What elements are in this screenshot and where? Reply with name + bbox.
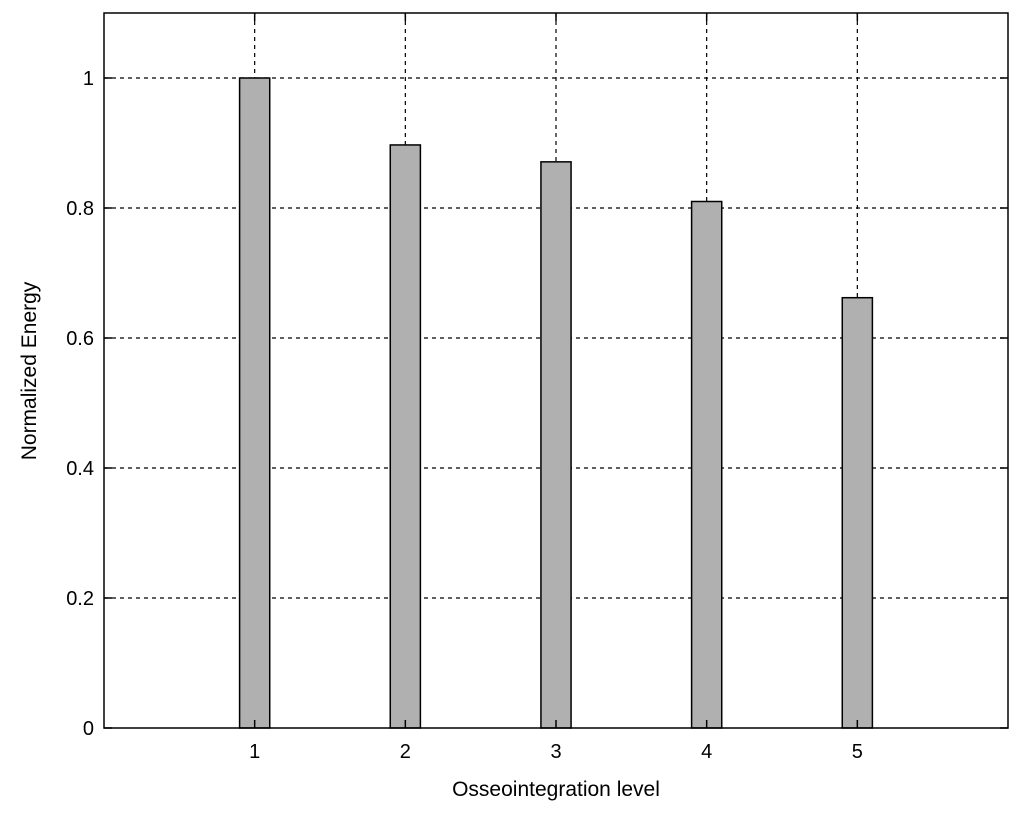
y-tick-label: 1 — [83, 68, 94, 90]
x-tick-label: 1 — [249, 741, 260, 763]
x-axis-label: Osseointegration level — [452, 778, 660, 801]
y-axis-label: Normalized Energy — [18, 281, 41, 460]
bar-1 — [238, 77, 271, 729]
bar-3 — [540, 161, 572, 729]
bars — [238, 77, 874, 729]
bar-2 — [389, 144, 422, 729]
y-tick-label: 0.4 — [66, 458, 94, 480]
bar-5 — [841, 296, 874, 729]
x-tick-label: 5 — [852, 741, 863, 763]
axis-ticks — [104, 13, 1008, 729]
y-tick-label: 0.2 — [66, 588, 94, 610]
y-tick-label: 0.6 — [66, 328, 94, 350]
bar-4 — [690, 200, 723, 729]
tick-labels: 0 0.2 0.4 0.6 0.8 1 1 2 3 4 5 — [66, 68, 863, 763]
y-tick-label: 0 — [83, 718, 94, 740]
x-tick-label: 2 — [400, 741, 411, 763]
y-tick-label: 0.8 — [66, 198, 94, 220]
x-tick-label: 4 — [701, 741, 712, 763]
x-tick-label: 3 — [550, 741, 561, 763]
